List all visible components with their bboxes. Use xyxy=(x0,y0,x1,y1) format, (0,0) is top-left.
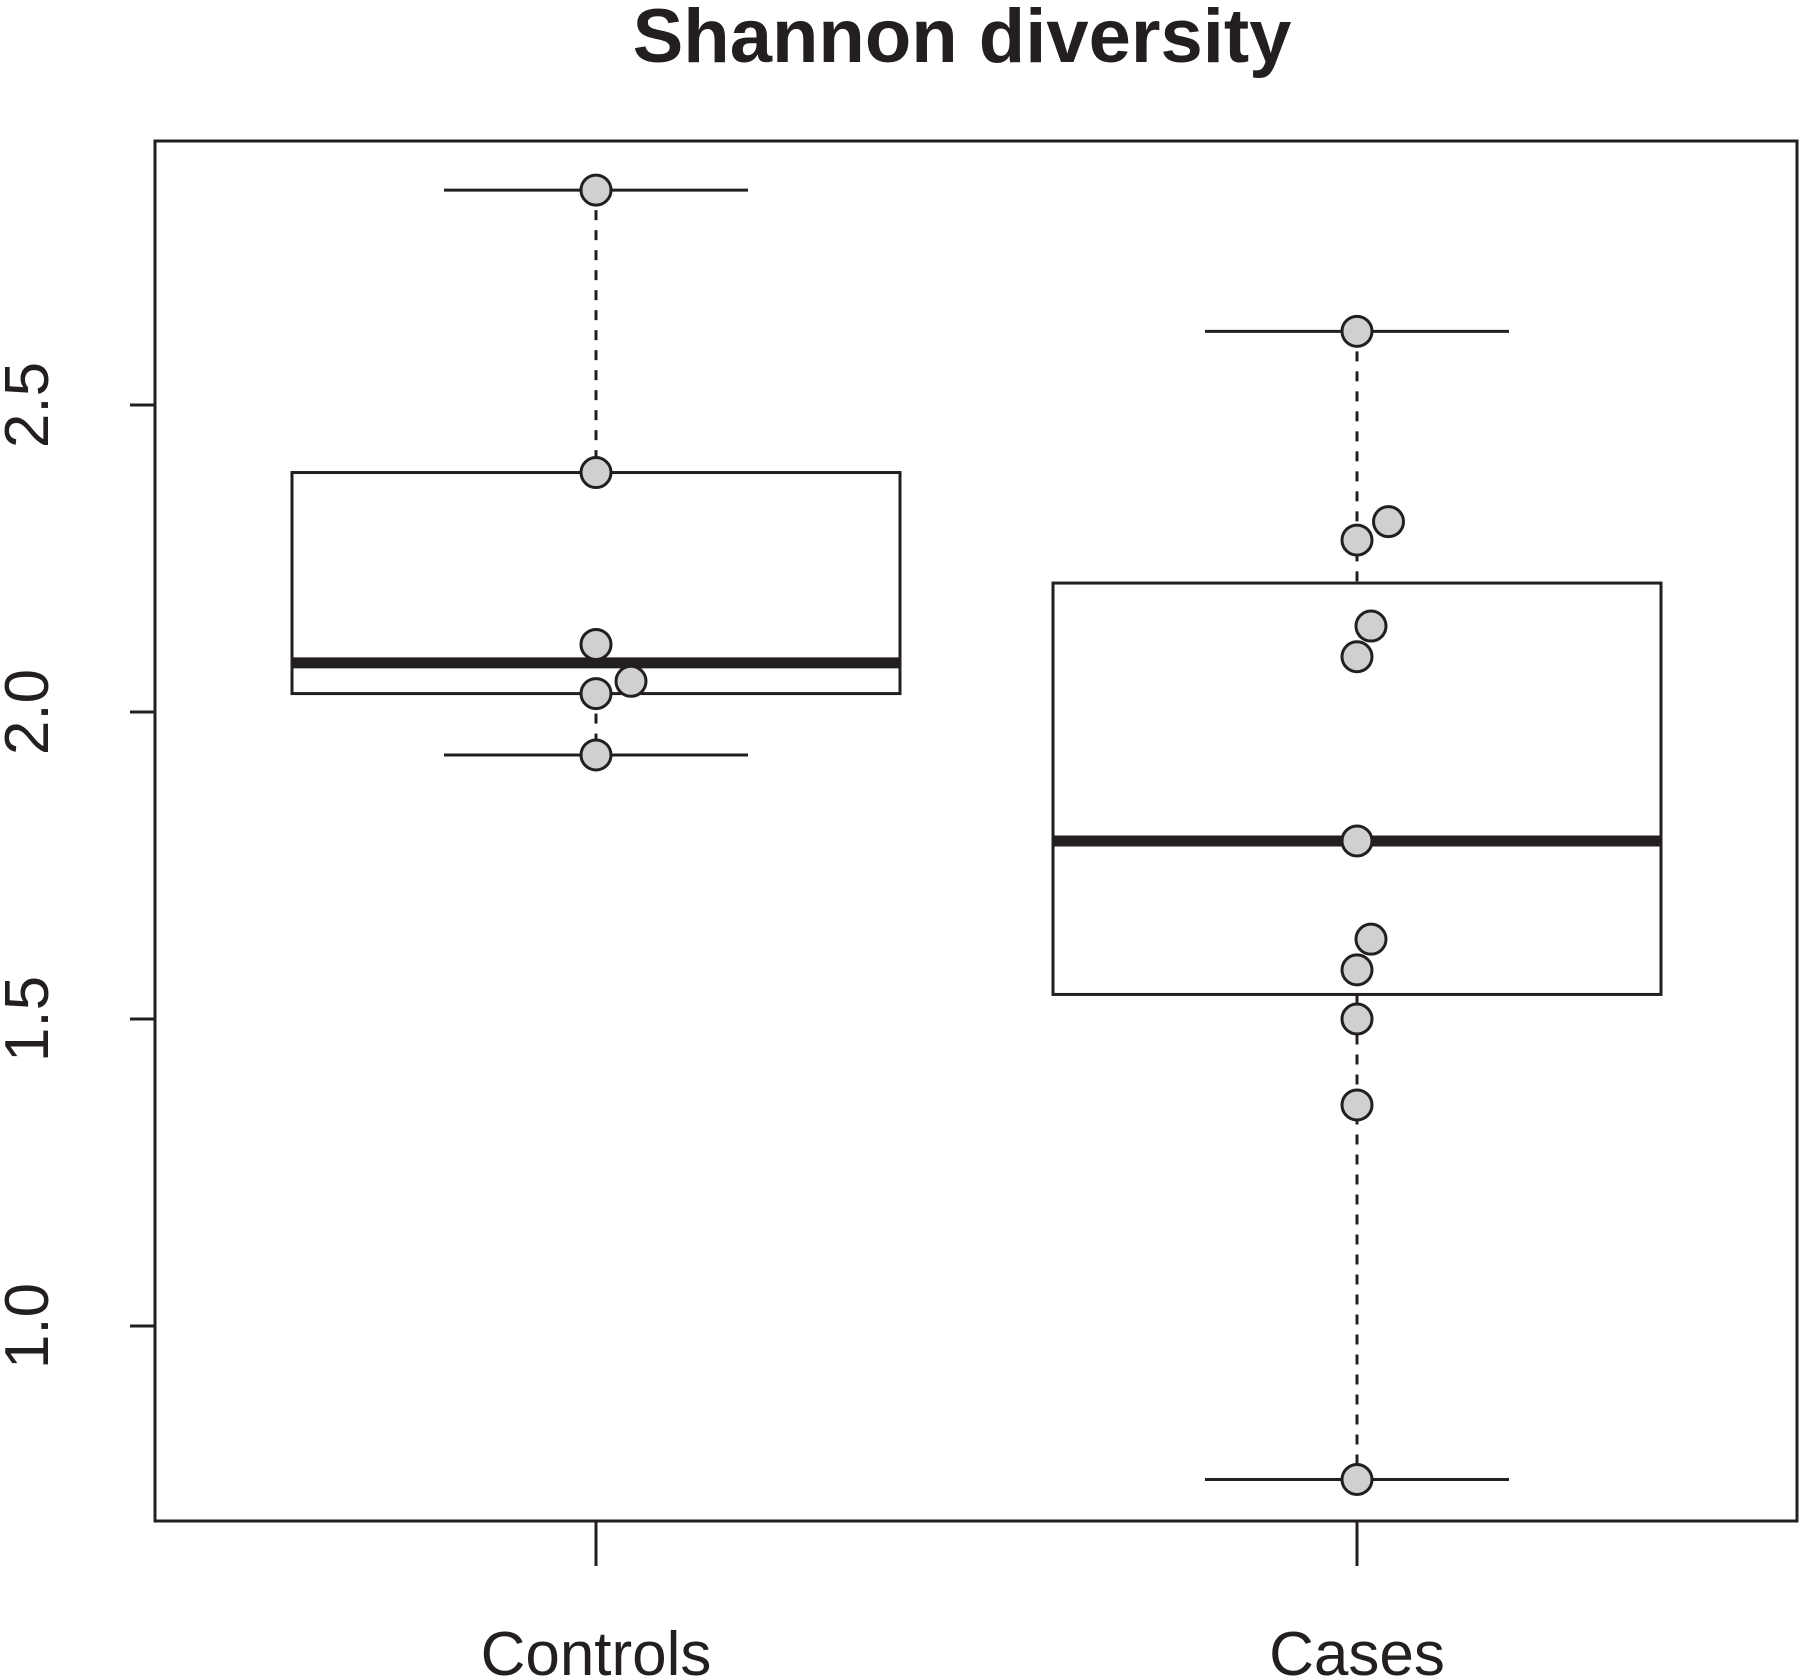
cases-data-point xyxy=(1340,1002,1374,1036)
x-tick-label-controls: Controls xyxy=(481,1620,712,1679)
plot-area: 1.0 1.5 2.0 2.5 Controls Cases xyxy=(0,173,1663,1679)
cases-data-point xyxy=(1372,505,1405,539)
cases-data-point xyxy=(1354,609,1388,643)
cases-data-point xyxy=(1340,824,1374,858)
chart-title: Shannon diversity xyxy=(633,0,1292,79)
controls-data-point xyxy=(579,738,613,772)
cases-data-point xyxy=(1354,922,1388,956)
controls-data-point xyxy=(614,664,648,698)
y-tick-label: 2.0 xyxy=(0,669,62,755)
y-tick-label: 1.5 xyxy=(0,976,62,1062)
cases-data-point xyxy=(1340,314,1374,348)
controls-data-point xyxy=(579,627,613,661)
controls-data-point xyxy=(579,456,613,490)
x-tick-label-cases: Cases xyxy=(1269,1620,1445,1679)
y-tick-label: 1.0 xyxy=(0,1283,62,1369)
cases-data-point xyxy=(1340,953,1374,987)
controls-data-point xyxy=(579,677,613,711)
cases-data-point xyxy=(1340,1463,1374,1496)
plot-frame xyxy=(153,139,1799,1523)
controls-data-point xyxy=(579,173,613,207)
cases-data-point xyxy=(1340,640,1374,674)
cases-data-point xyxy=(1340,1088,1374,1122)
cases-data-point xyxy=(1340,523,1374,557)
y-tick-label: 2.5 xyxy=(0,362,62,448)
